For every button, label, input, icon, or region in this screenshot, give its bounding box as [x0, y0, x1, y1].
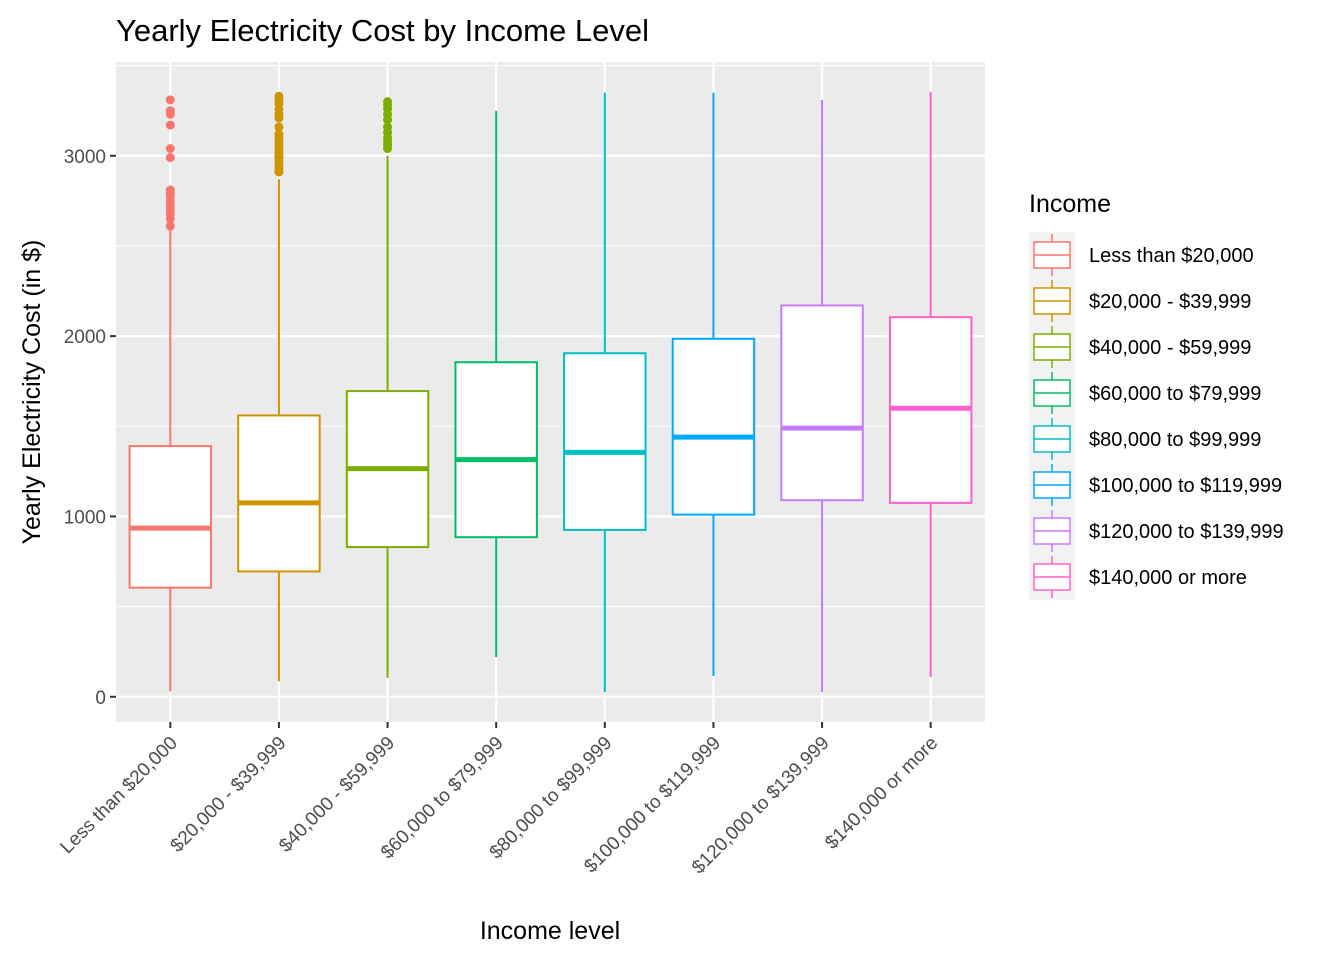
legend-label: $40,000 - $59,999 — [1089, 337, 1251, 359]
outlier-point — [165, 106, 175, 116]
box-group — [563, 92, 647, 693]
x-tick-label: $140,000 or more — [821, 733, 942, 854]
x-tick-label: $20,000 - $39,999 — [167, 733, 291, 857]
legend-item: $40,000 - $59,999 — [1033, 326, 1251, 368]
legend-item: $80,000 to $99,999 — [1033, 418, 1261, 460]
outlier-point — [165, 120, 175, 130]
box-group — [237, 91, 321, 682]
y-tick-label: 3000 — [64, 147, 106, 168]
outlier-point — [165, 95, 175, 105]
box-group — [345, 97, 430, 678]
legend-label: $120,000 to $139,999 — [1089, 521, 1284, 543]
y-axis-ticks: 0 1000 2000 3000 — [64, 147, 116, 709]
y-tick-label: 0 — [95, 688, 106, 709]
boxes-layer — [128, 91, 973, 693]
x-tick-label: $80,000 to $99,999 — [486, 733, 617, 864]
chart-title: Yearly Electricity Cost by Income Level — [116, 13, 649, 48]
box — [671, 337, 756, 516]
outlier-point — [274, 91, 284, 101]
legend-item: $120,000 to $139,999 — [1033, 510, 1284, 552]
box-group — [128, 95, 213, 692]
outlier-point — [165, 153, 175, 163]
x-tick-label: $60,000 to $79,999 — [377, 733, 508, 864]
box-group — [671, 92, 756, 677]
outlier-point — [274, 122, 284, 132]
outlier-point — [274, 129, 284, 139]
legend-label: $100,000 to $119,999 — [1089, 475, 1282, 497]
box-group — [454, 110, 538, 658]
outlier-point — [383, 97, 393, 107]
box — [780, 304, 864, 502]
box — [128, 445, 213, 589]
y-tick-label: 2000 — [64, 327, 106, 348]
legend-label: $80,000 to $99,999 — [1089, 429, 1261, 451]
x-axis-ticks: Less than $20,000$20,000 - $39,999$40,00… — [56, 722, 942, 878]
legend: Income Less than $20,000 $20,000 - $39,99… — [1029, 190, 1284, 600]
legend-item: $140,000 or more — [1033, 556, 1247, 598]
outlier-point — [165, 221, 175, 231]
x-axis-title: Income level — [480, 917, 620, 945]
x-tick-label: $40,000 - $59,999 — [275, 733, 399, 857]
legend-items: Less than $20,000 $20,000 - $39,999 $40,00… — [1033, 234, 1284, 598]
legend-item: $60,000 to $79,999 — [1033, 372, 1261, 414]
box — [563, 352, 647, 531]
legend-item: $20,000 - $39,999 — [1033, 280, 1251, 322]
legend-label: Less than $20,000 — [1089, 245, 1254, 267]
legend-label: $20,000 - $39,999 — [1089, 291, 1251, 313]
box — [454, 361, 538, 539]
legend-label: $140,000 or more — [1089, 567, 1247, 589]
legend-label: $60,000 to $79,999 — [1089, 383, 1261, 405]
legend-item: Less than $20,000 — [1033, 234, 1254, 276]
outlier-point — [165, 185, 175, 195]
box — [237, 414, 321, 573]
legend-title: Income — [1029, 190, 1111, 218]
outlier-point — [165, 144, 175, 154]
outlier-point — [383, 122, 393, 132]
x-tick-label: Less than $20,000 — [56, 733, 181, 858]
box-group — [888, 91, 973, 677]
y-axis-title: Yearly Electricity Cost (in $) — [18, 240, 46, 545]
y-tick-label: 1000 — [64, 507, 106, 528]
legend-item: $100,000 to $119,999 — [1033, 464, 1282, 506]
box-group — [780, 99, 864, 693]
